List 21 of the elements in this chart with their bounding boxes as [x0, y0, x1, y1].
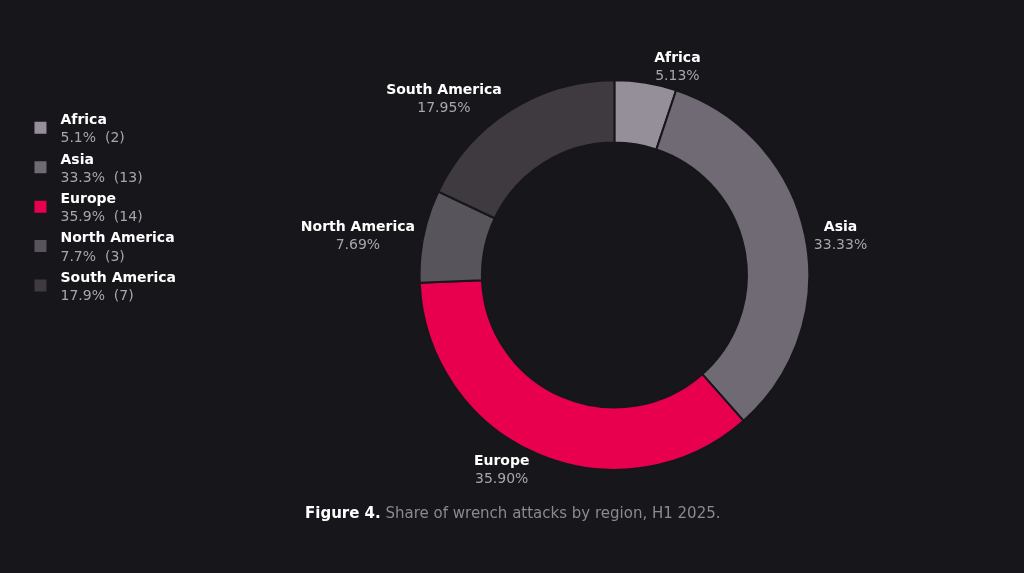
data-label: 5.13%: [655, 67, 700, 84]
data-label: 35.90%: [475, 469, 529, 486]
text: 35.9% (14): [60, 208, 143, 225]
slice-label: Europe: [473, 451, 530, 468]
slice-label: North America: [300, 218, 415, 235]
text: 5.1% (2): [60, 129, 125, 146]
text: Figure 4. Share of wrench attacks by region, H1 2025.: [305, 504, 721, 522]
text: 7.7% (3): [60, 247, 125, 264]
legend-label: North America: [60, 229, 175, 246]
legend-label: Asia: [60, 150, 94, 167]
slice-label: Asia: [823, 218, 858, 235]
legend-label: Africa: [60, 111, 107, 128]
slice-label: South America: [386, 81, 502, 98]
legend-label: South America: [60, 268, 177, 285]
slice-label: Africa: [654, 48, 701, 65]
data-label: 17.95%: [417, 99, 471, 116]
data-label: 7.69%: [335, 236, 381, 253]
text: 17.9% (7): [60, 287, 134, 303]
text: 33.3% (13): [60, 168, 143, 185]
data-label: 33.33%: [813, 236, 868, 253]
legend-label: Europe: [60, 190, 117, 206]
